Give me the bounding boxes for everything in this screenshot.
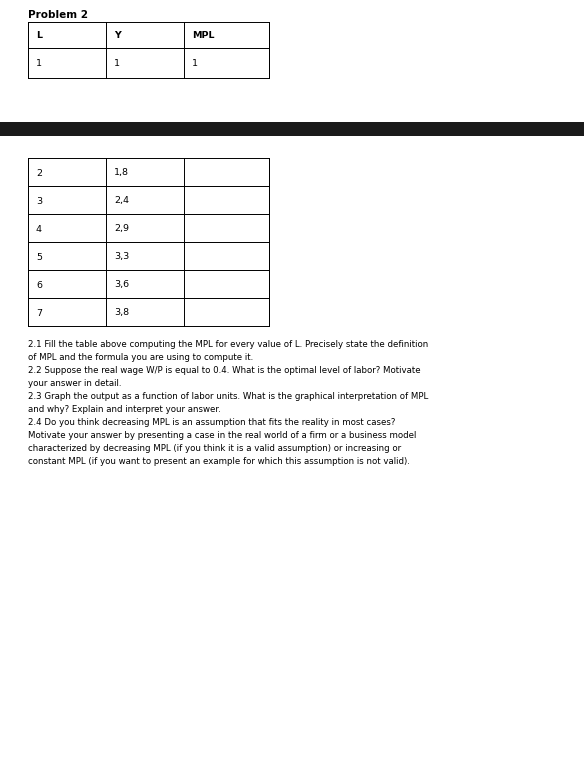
Bar — [28, 298, 269, 326]
Text: 7: 7 — [36, 309, 42, 318]
Bar — [28, 186, 269, 214]
Text: 1: 1 — [114, 59, 120, 68]
Bar — [28, 214, 269, 242]
Text: 2: 2 — [36, 168, 42, 177]
Bar — [28, 270, 269, 298]
Text: 2.1 Fill the table above computing the MPL for every value of L. Precisely state: 2.1 Fill the table above computing the M… — [28, 340, 428, 362]
Text: 1,8: 1,8 — [114, 168, 129, 177]
Text: 2.2 Suppose the real wage W/P is equal to 0.4. What is the optimal level of labo: 2.2 Suppose the real wage W/P is equal t… — [28, 366, 420, 388]
Bar — [28, 22, 269, 48]
Bar — [28, 48, 269, 78]
Text: Y: Y — [114, 32, 121, 40]
Text: 3,8: 3,8 — [114, 309, 129, 318]
Bar — [28, 158, 269, 186]
Text: 1: 1 — [192, 59, 198, 68]
Text: MPL: MPL — [192, 32, 214, 40]
Text: 2,9: 2,9 — [114, 224, 129, 233]
Text: 2.3 Graph the output as a function of labor units. What is the graphical interpr: 2.3 Graph the output as a function of la… — [28, 392, 428, 414]
Text: 6: 6 — [36, 280, 42, 290]
Text: 3,3: 3,3 — [114, 252, 129, 262]
Text: 2.4 Do you think decreasing MPL is an assumption that fits the reality in most c: 2.4 Do you think decreasing MPL is an as… — [28, 418, 416, 465]
Text: Problem 2: Problem 2 — [28, 10, 88, 20]
Text: 1: 1 — [36, 59, 42, 68]
Text: 5: 5 — [36, 252, 42, 262]
Text: 3,6: 3,6 — [114, 280, 129, 290]
Text: 4: 4 — [36, 224, 42, 233]
Text: L: L — [36, 32, 42, 40]
Bar — [28, 242, 269, 270]
Bar — [0, 122, 584, 136]
Text: 3: 3 — [36, 196, 42, 205]
Text: 2,4: 2,4 — [114, 196, 129, 205]
